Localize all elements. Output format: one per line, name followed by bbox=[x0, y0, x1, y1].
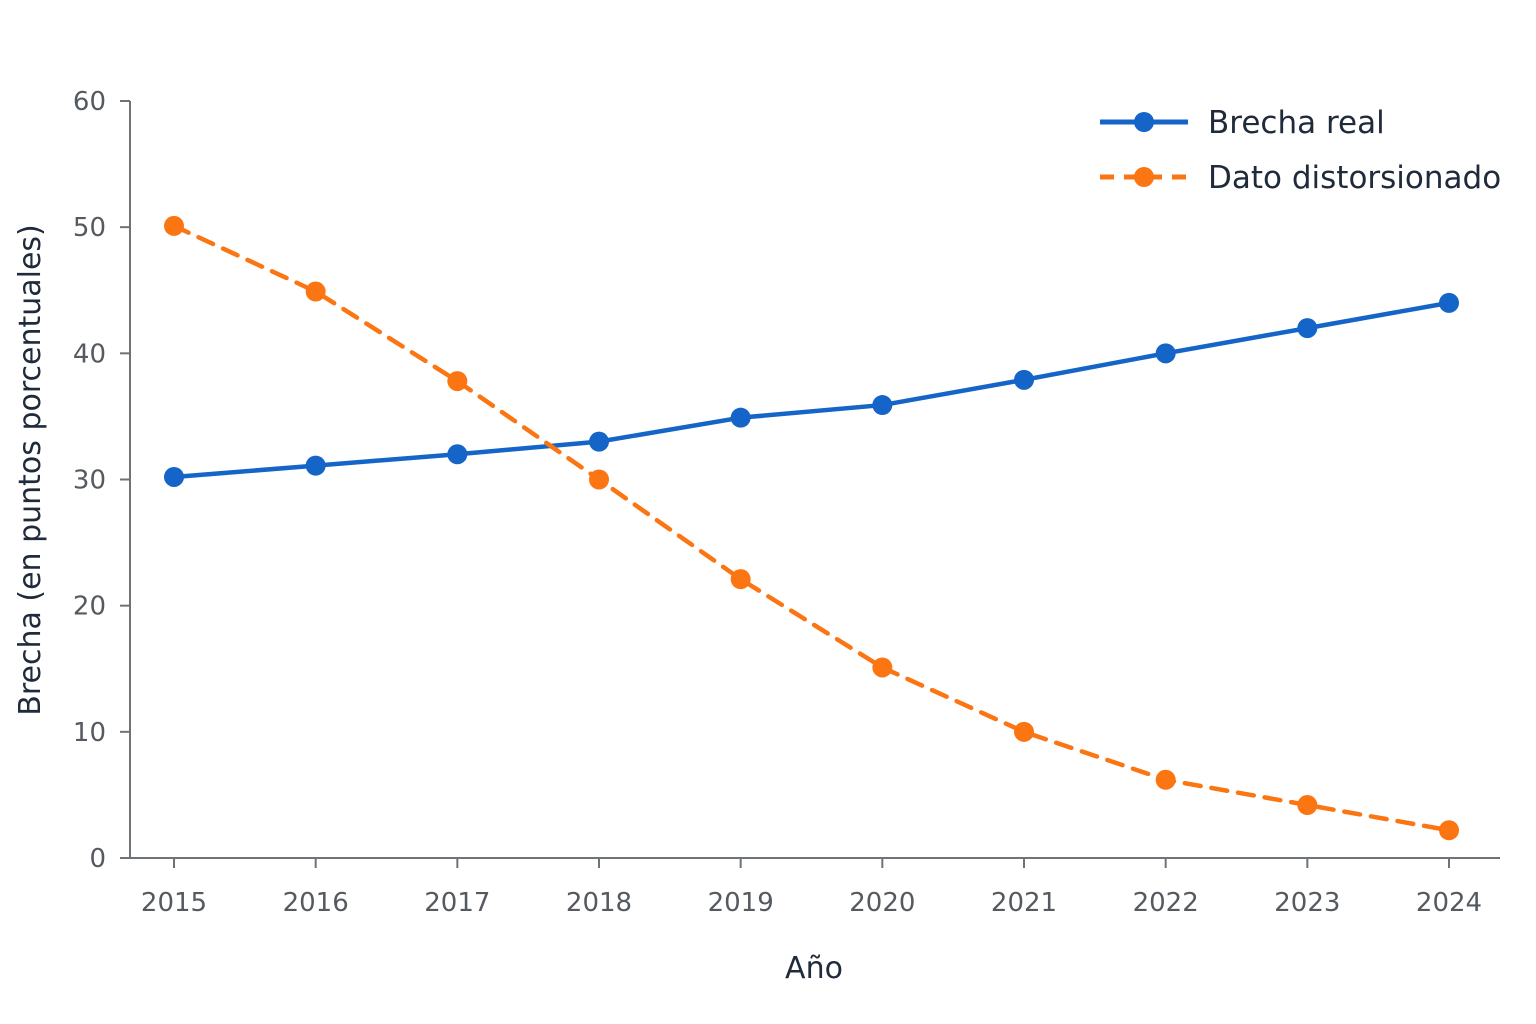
x-tick-label: 2018 bbox=[566, 888, 632, 918]
legend-item-dato-distorsionado: Dato distorsionado bbox=[1100, 160, 1501, 196]
axes bbox=[129, 101, 1500, 859]
y-axis-ticks: 0 10 20 30 40 50 60 bbox=[73, 87, 130, 874]
data-point bbox=[872, 657, 893, 678]
x-axis-ticks: 2015 2016 2017 2018 2019 2020 2021 2022 2023 2024 bbox=[141, 858, 1482, 918]
data-point bbox=[1439, 292, 1459, 313]
data-point bbox=[1297, 795, 1318, 816]
y-tick-label: 60 bbox=[73, 87, 106, 117]
x-tick-label: 2020 bbox=[849, 888, 915, 918]
data-point bbox=[1155, 343, 1176, 364]
x-tick-label: 2023 bbox=[1274, 888, 1340, 918]
legend-label: Dato distorsionado bbox=[1208, 160, 1501, 196]
data-point bbox=[730, 407, 751, 428]
y-axis-title: Brecha (en puntos porcentuales) bbox=[13, 224, 48, 716]
y-tick-label: 50 bbox=[73, 213, 106, 243]
data-point bbox=[730, 569, 751, 590]
series-dato-distorsionado bbox=[164, 215, 1459, 841]
series-brecha-real bbox=[164, 292, 1459, 487]
data-point bbox=[447, 444, 468, 465]
x-tick-label: 2024 bbox=[1416, 888, 1482, 918]
x-axis-title: Año bbox=[785, 951, 843, 986]
data-point bbox=[305, 281, 326, 302]
data-point bbox=[1014, 369, 1034, 390]
data-point bbox=[164, 215, 184, 236]
legend-swatch-marker bbox=[1134, 167, 1154, 187]
x-tick-label: 2015 bbox=[141, 888, 207, 918]
legend-swatch-marker bbox=[1134, 112, 1154, 132]
y-tick-label: 30 bbox=[73, 466, 106, 496]
data-point bbox=[1439, 820, 1459, 841]
series-line bbox=[171, 223, 1452, 833]
data-point bbox=[872, 395, 893, 416]
series-layer bbox=[164, 215, 1459, 841]
y-tick-label: 0 bbox=[89, 844, 106, 874]
data-point bbox=[1014, 721, 1034, 742]
series-line bbox=[171, 300, 1452, 480]
y-tick-label: 10 bbox=[73, 718, 106, 748]
data-point bbox=[164, 466, 184, 487]
data-point bbox=[305, 455, 326, 476]
x-tick-label: 2022 bbox=[1133, 888, 1199, 918]
data-point bbox=[589, 469, 609, 490]
y-tick-label: 40 bbox=[73, 339, 106, 369]
legend-label: Brecha real bbox=[1208, 105, 1385, 141]
data-point bbox=[589, 431, 609, 452]
legend: Brecha real Dato distorsionado bbox=[1100, 105, 1501, 196]
data-point bbox=[447, 371, 468, 392]
x-tick-label: 2021 bbox=[991, 888, 1057, 918]
x-tick-label: 2016 bbox=[283, 888, 349, 918]
data-point bbox=[1155, 769, 1176, 790]
y-tick-label: 20 bbox=[73, 592, 106, 622]
x-tick-label: 2019 bbox=[708, 888, 774, 918]
x-tick-label: 2017 bbox=[424, 888, 490, 918]
legend-item-brecha-real: Brecha real bbox=[1100, 105, 1385, 141]
data-point bbox=[1297, 318, 1318, 339]
